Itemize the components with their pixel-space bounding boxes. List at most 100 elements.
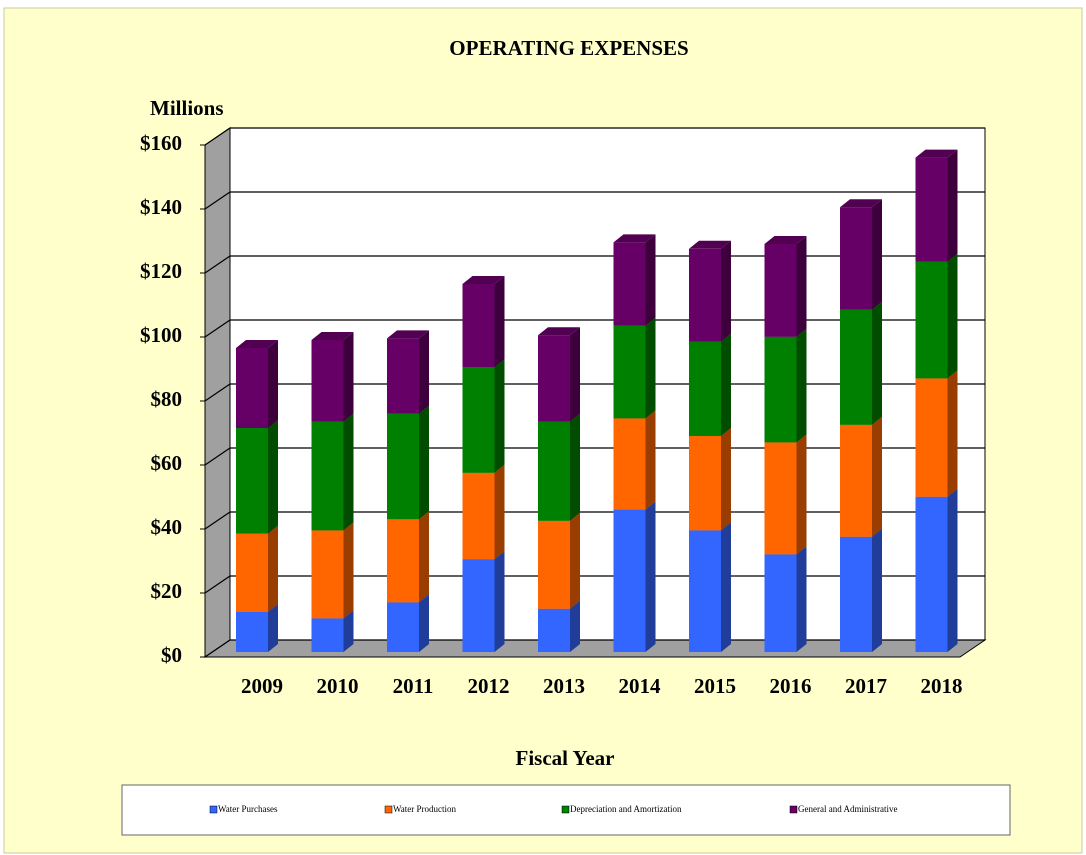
bar-side	[721, 240, 731, 342]
bar	[613, 418, 646, 510]
y-tick-label: $20	[151, 579, 183, 603]
x-tick-label: 2014	[619, 674, 662, 698]
bar	[613, 325, 646, 419]
bar	[840, 207, 872, 310]
bar-side	[796, 546, 807, 652]
grid-line	[204, 447, 985, 466]
bar	[764, 244, 797, 337]
bar-side	[570, 413, 580, 521]
y-tick-label: $140	[140, 195, 182, 219]
bar	[915, 261, 948, 379]
legend-label: Water Production	[393, 804, 457, 814]
bar-side	[947, 149, 958, 262]
bar-side	[872, 301, 882, 425]
bar	[462, 472, 495, 560]
bar-side	[645, 410, 656, 510]
bar	[764, 554, 797, 652]
x-tick-label: 2013	[543, 674, 585, 698]
y-tick-label: $40	[151, 515, 183, 539]
bar-top	[538, 327, 580, 336]
bar-side	[268, 420, 278, 534]
bar	[462, 367, 495, 473]
bar	[840, 536, 872, 652]
bar	[915, 378, 948, 497]
y-axis-label: Millions	[150, 96, 224, 120]
bar-side	[343, 610, 354, 652]
grid-line	[204, 575, 985, 594]
legend-swatch	[561, 805, 570, 814]
bar	[387, 338, 419, 414]
bar	[613, 242, 646, 326]
bar-side	[494, 551, 505, 652]
bar-side	[872, 528, 882, 652]
bar	[538, 335, 570, 422]
bar	[462, 559, 495, 652]
bar	[311, 340, 344, 422]
bar-top	[311, 332, 354, 340]
legend-swatch	[384, 805, 393, 814]
bar-side	[872, 416, 882, 537]
bar-top	[689, 240, 731, 249]
legend-label: Water Purchases	[218, 804, 278, 814]
grid-line	[204, 127, 985, 146]
bar	[311, 618, 344, 652]
bar	[538, 520, 570, 609]
bar-top	[915, 149, 958, 158]
bar-side	[721, 428, 731, 531]
bar-side	[570, 600, 580, 652]
bar	[236, 533, 268, 612]
bar	[387, 519, 419, 603]
grid-line	[204, 255, 985, 274]
bar	[689, 436, 721, 531]
bar-side	[494, 359, 505, 473]
bar	[387, 413, 419, 520]
x-tick-label: 2011	[393, 674, 434, 698]
bar-side	[570, 512, 580, 609]
bar-side	[796, 328, 807, 443]
legend-swatch	[209, 805, 218, 814]
x-axis-label: Fiscal Year	[516, 746, 615, 770]
bar	[236, 428, 268, 534]
bar-top	[236, 340, 278, 348]
x-tick-label: 2009	[241, 674, 283, 698]
x-tick-label: 2012	[468, 674, 510, 698]
bar-side	[721, 522, 731, 652]
bar-side	[419, 405, 429, 520]
bar-top	[387, 330, 429, 339]
y-tick-label: $160	[140, 131, 182, 155]
grid-line	[204, 191, 985, 210]
bar-side	[494, 464, 505, 560]
bar	[462, 284, 495, 368]
bar-side	[268, 525, 278, 612]
bar-side	[419, 594, 429, 652]
bar	[915, 157, 948, 262]
bar-side	[343, 522, 354, 619]
bar-top	[764, 236, 807, 244]
grid-line	[204, 319, 985, 338]
y-tick-label: $60	[151, 451, 183, 475]
legend-label: General and Administrative	[798, 804, 897, 814]
bar-side	[343, 332, 354, 422]
bar	[915, 496, 948, 652]
bar-side	[645, 234, 656, 326]
bar	[236, 348, 268, 428]
bar-side	[645, 317, 656, 419]
bar	[311, 421, 344, 531]
bar-side	[494, 276, 505, 368]
x-tick-label: 2017	[845, 674, 887, 698]
chart-title: OPERATING EXPENSES	[449, 36, 688, 60]
legend-swatch	[789, 805, 798, 814]
bar-side	[268, 604, 278, 652]
bar-side	[947, 488, 958, 652]
y-tick-label: $80	[151, 387, 183, 411]
bar-side	[796, 236, 807, 337]
bar-side	[570, 327, 580, 422]
bar	[538, 421, 570, 521]
bar-top	[462, 276, 505, 284]
bar-side	[947, 370, 958, 497]
bar-side	[268, 340, 278, 428]
bar-side	[343, 413, 354, 531]
bar	[236, 612, 268, 652]
bar	[689, 341, 721, 436]
